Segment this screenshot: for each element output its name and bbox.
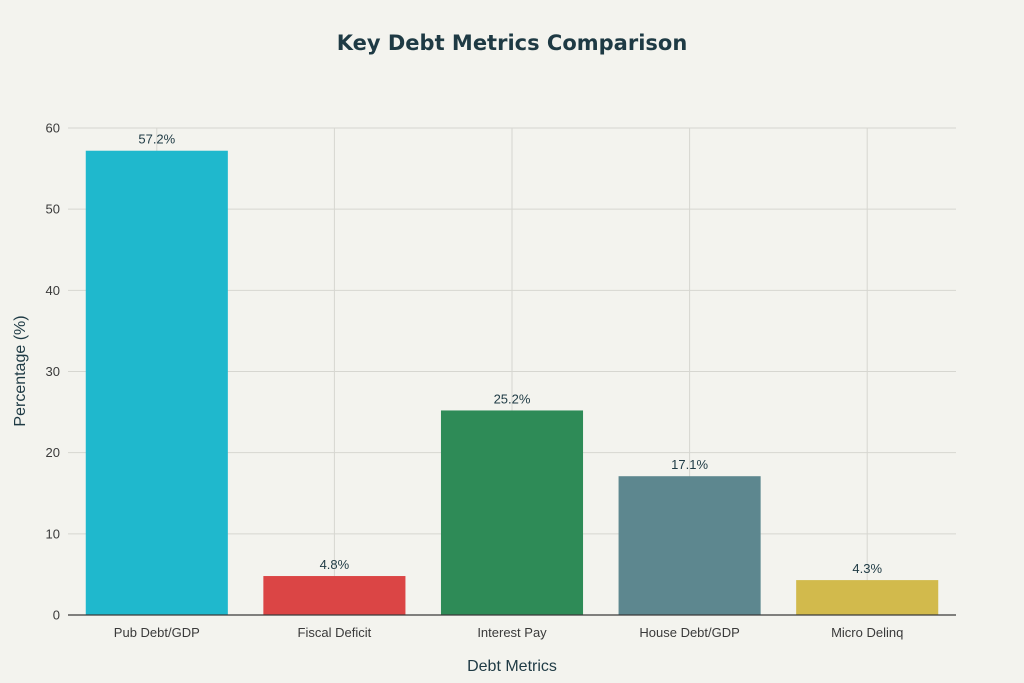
y-tick-label: 40 [46, 283, 60, 298]
x-tick-label: Interest Pay [477, 625, 547, 640]
x-tick-label: Fiscal Deficit [298, 625, 372, 640]
bar [263, 576, 406, 615]
bar-value-label: 17.1% [671, 457, 708, 472]
axes: 0 10 20 30 40 50 60 Pub Debt/GDP Fiscal Deficit I… [46, 121, 956, 640]
bar [440, 410, 584, 615]
bar-value-label: 4.3% [852, 561, 882, 576]
x-tick-label: Pub Debt/GDP [114, 625, 200, 640]
y-axis-label: Percentage (%) [12, 315, 29, 426]
y-tick-label: 20 [46, 445, 60, 460]
bar [85, 150, 228, 615]
bar-value-label: 25.2% [494, 391, 531, 406]
bar [618, 476, 761, 615]
x-tick-label: House Debt/GDP [639, 625, 739, 640]
y-tick-label: 10 [46, 526, 60, 541]
x-axis-label: Debt Metrics [467, 658, 557, 675]
x-tick-label: Micro Delinq [831, 625, 903, 640]
bars: 57.2% 4.8% 25.2% 17.1% 4.3% [85, 132, 939, 615]
bar [796, 580, 939, 615]
y-tick-label: 50 [46, 202, 60, 217]
bar-value-label: 4.8% [320, 557, 350, 572]
y-tick-label: 60 [46, 121, 60, 136]
y-tick-label: 0 [53, 608, 60, 623]
bar-value-label: 57.2% [138, 132, 175, 147]
chart-title: Key Debt Metrics Comparison [337, 31, 688, 55]
y-tick-label: 30 [46, 364, 60, 379]
